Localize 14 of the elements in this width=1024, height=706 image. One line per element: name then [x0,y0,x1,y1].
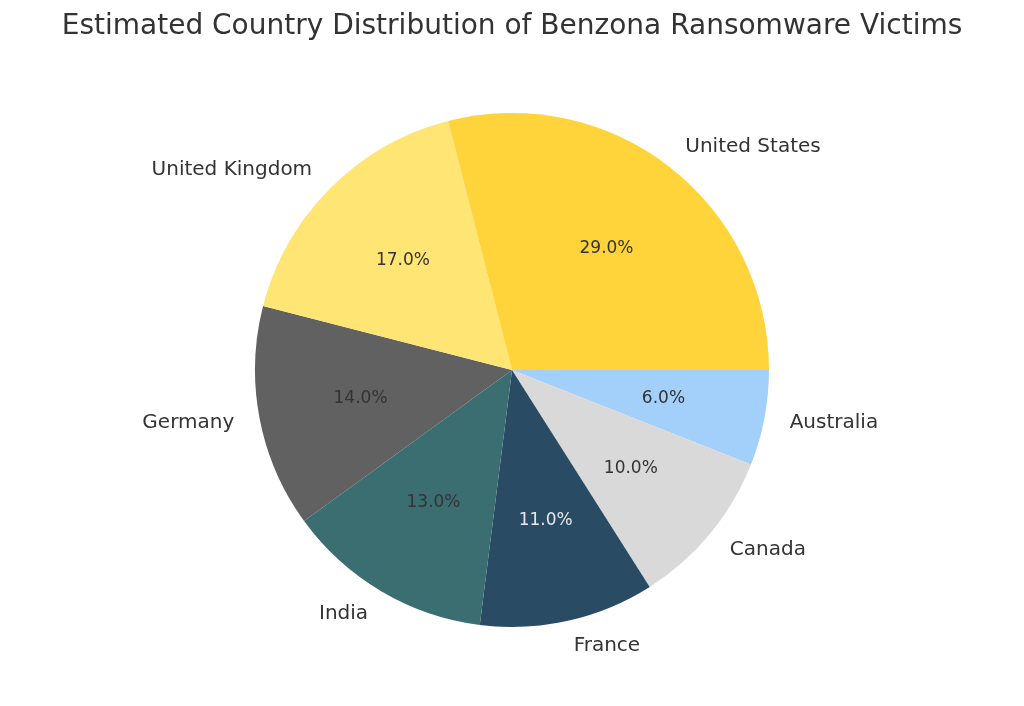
data-label: 10.0% [603,456,658,477]
slice-label: France [573,632,641,657]
slice-label: Canada [729,536,806,561]
slice-label: Australia [789,409,879,434]
data-label: 11.0% [518,508,573,529]
data-label: 6.0% [641,387,686,408]
slice-label: United States [685,132,821,157]
slice-label: United Kingdom [151,156,313,181]
data-label: 17.0% [375,249,430,270]
slice-label: India [319,599,369,624]
chart-title: Estimated Country Distribution of Benzona Ransomware Victims [60,8,964,41]
slice-label: Germany [142,409,235,434]
data-label: 13.0% [406,491,461,512]
data-label: 29.0% [579,236,634,257]
